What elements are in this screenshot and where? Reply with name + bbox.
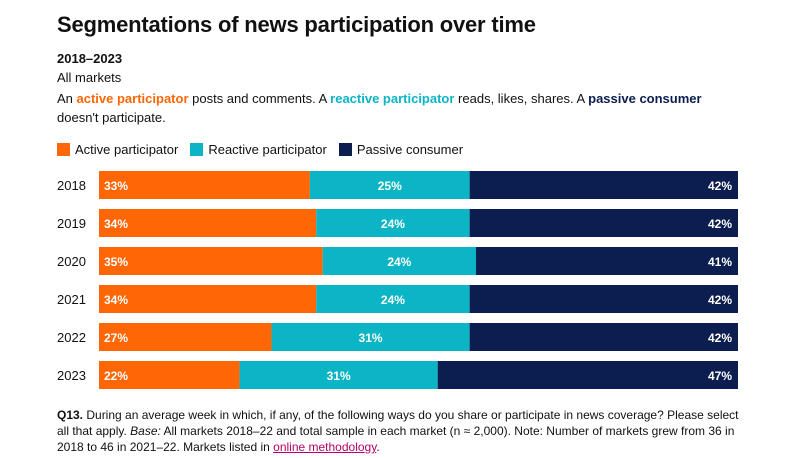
data-label-passive-2022: 42%	[708, 331, 732, 345]
chart-scope: All markets	[57, 70, 122, 85]
legend-swatch-active	[57, 143, 70, 156]
legend-label-reactive: Reactive participator	[208, 142, 327, 157]
data-label-passive-2019: 42%	[708, 217, 732, 231]
desc-text-4: doesn't participate.	[57, 110, 166, 125]
desc-passive-term: passive consumer	[588, 91, 702, 106]
desc-reactive-term: reactive participator	[330, 91, 455, 106]
legend-item-active: Active participator	[57, 142, 178, 157]
legend-item-reactive: Reactive participator	[190, 142, 327, 157]
footnote-text-2: All markets 2018–22 and total sample in …	[57, 424, 735, 454]
data-label-passive-2020: 41%	[708, 255, 732, 269]
data-label-reactive-2021: 24%	[381, 293, 405, 307]
bar-reactive-2023	[239, 361, 438, 389]
bar-active-2023	[99, 361, 240, 389]
data-label-active-2022: 27%	[104, 331, 128, 345]
segment-description: An active participator posts and comment…	[57, 89, 717, 127]
desc-text-2: posts and comments. A	[188, 91, 331, 106]
bar-passive-2021	[469, 285, 738, 313]
legend-swatch-passive	[338, 143, 352, 156]
data-label-passive-2018: 42%	[708, 179, 732, 193]
data-label-active-2020: 35%	[104, 255, 128, 269]
legend-swatch-reactive	[190, 143, 204, 156]
data-label-passive-2021: 42%	[708, 293, 732, 307]
footnote: Q13. During an average week in which, if…	[57, 407, 747, 455]
bar-passive-2018	[469, 171, 738, 199]
chart-legend: Active participator Reactive participato…	[57, 142, 475, 157]
legend-item-passive: Passive consumer	[338, 142, 464, 157]
data-label-reactive-2020: 24%	[387, 255, 411, 269]
footnote-text-1: During an average week in which, if any,…	[57, 408, 739, 438]
data-label-active-2023: 22%	[104, 369, 128, 383]
bar-active-2022	[99, 323, 272, 351]
bar-active-2021	[99, 285, 317, 313]
bar-active-2018	[99, 171, 310, 199]
footnote-question-id: Q13.	[57, 408, 84, 422]
bar-active-2020	[99, 247, 323, 275]
bar-reactive-2022	[271, 323, 470, 351]
bar-active-2019	[99, 209, 317, 237]
year-label-2023: 2023	[57, 368, 86, 383]
bar-reactive-2019	[316, 209, 470, 237]
bar-passive-2019	[469, 209, 738, 237]
year-label-2019: 2019	[57, 216, 86, 231]
data-label-active-2019: 34%	[104, 217, 128, 231]
data-label-active-2021: 34%	[104, 293, 128, 307]
bar-passive-2023	[437, 361, 738, 389]
desc-text-3: reads, likes, shares. A	[454, 91, 589, 106]
bar-reactive-2018	[309, 171, 470, 199]
footnote-text-3: .	[376, 440, 380, 454]
legend-label-passive: Passive consumer	[356, 142, 464, 157]
year-label-2018: 2018	[57, 178, 86, 193]
data-label-reactive-2018: 25%	[378, 179, 402, 193]
stacked-bar-chart: 2018 33% 25% 42% 2019 34% 24% 42% 2020 35% 24% 41% 2…	[57, 171, 738, 389]
bar-passive-2022	[469, 323, 738, 351]
chart-subtitle: 2018–2023	[57, 51, 123, 66]
data-label-reactive-2019: 24%	[381, 217, 405, 231]
legend-label-active: Active participator	[75, 142, 179, 157]
data-label-passive-2023: 47%	[708, 369, 732, 383]
year-label-2020: 2020	[57, 254, 86, 269]
footnote-base-label: Base:	[130, 424, 161, 438]
data-label-reactive-2022: 31%	[359, 331, 383, 345]
bar-reactive-2021	[316, 285, 470, 313]
bar-reactive-2020	[322, 247, 477, 275]
chart-title: Segmentations of news participation over…	[57, 12, 536, 37]
year-label-2021: 2021	[57, 292, 86, 307]
data-label-active-2018: 33%	[104, 179, 128, 193]
desc-active-term: active participator	[76, 91, 189, 106]
data-label-reactive-2023: 31%	[327, 369, 351, 383]
online-methodology-link[interactable]: online methodology	[273, 440, 377, 454]
year-label-2022: 2022	[57, 330, 86, 345]
bar-passive-2020	[476, 247, 738, 275]
desc-text-1: An	[57, 91, 77, 106]
